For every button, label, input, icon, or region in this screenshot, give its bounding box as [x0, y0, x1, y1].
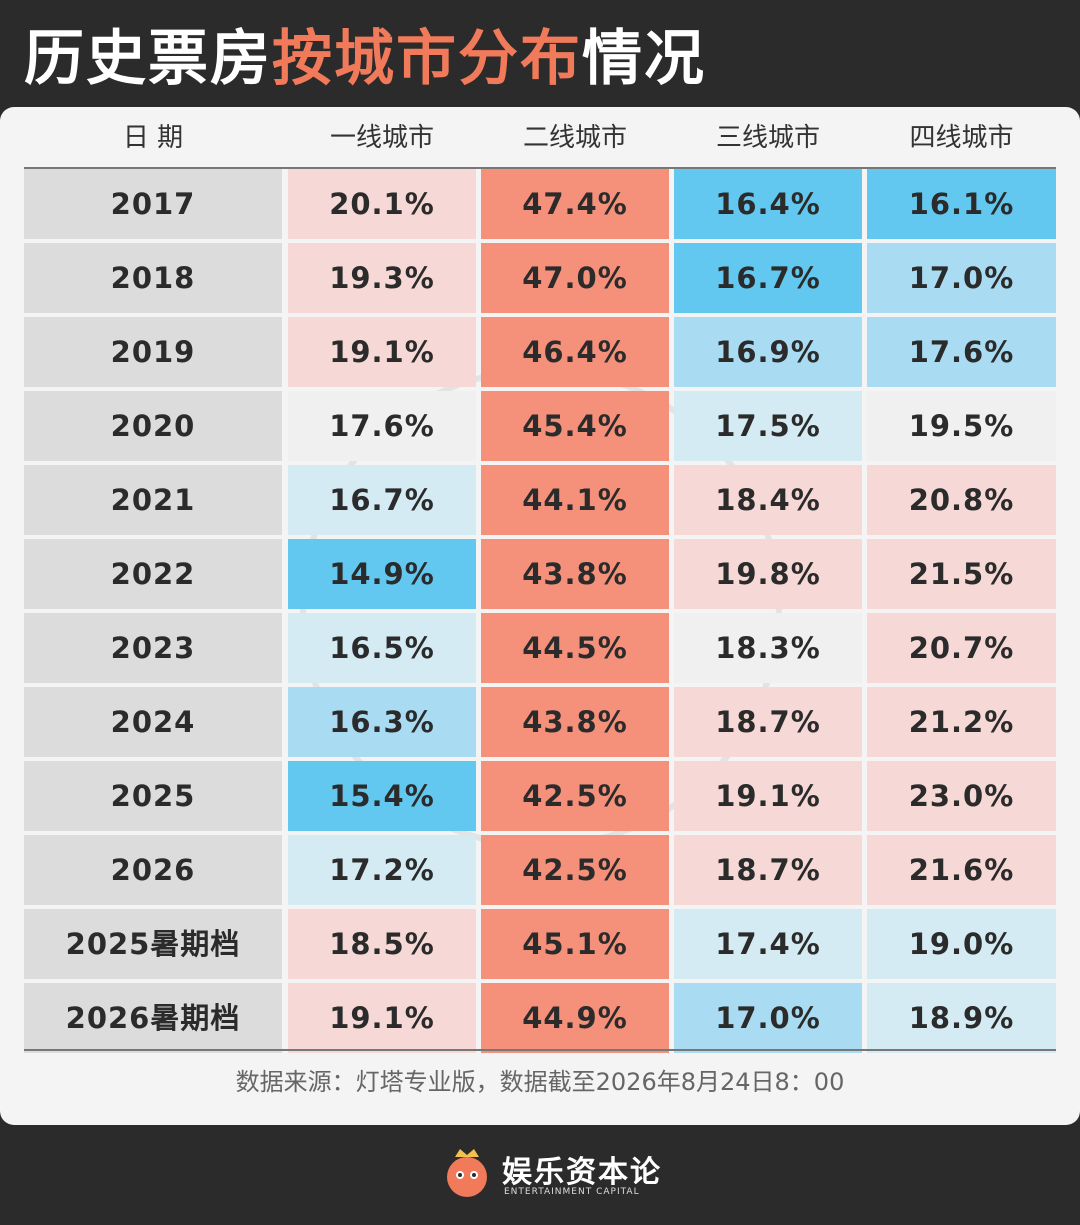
table-header: 日 期 一线城市 二线城市 三线城市 四线城市 — [24, 107, 1056, 169]
value-cell: 17.0% — [674, 983, 862, 1053]
value-cell: 17.5% — [674, 391, 862, 461]
value-cell: 18.7% — [674, 835, 862, 905]
value-cell: 16.4% — [674, 169, 862, 239]
row-label: 2018 — [24, 243, 282, 313]
value-cell: 45.1% — [481, 909, 669, 979]
column-header: 二线城市 — [522, 123, 627, 153]
column-header: 四线城市 — [909, 123, 1014, 153]
value-cell: 18.7% — [674, 687, 862, 757]
brand-name-en: ENTERTAINMENT CAPITAL — [504, 1187, 640, 1197]
value-cell: 16.5% — [288, 613, 476, 683]
value-cell: 17.4% — [674, 909, 862, 979]
value-cell: 44.5% — [481, 613, 669, 683]
value-cell: 17.6% — [867, 317, 1056, 387]
table-row: 2024 16.3% 43.8% 18.7% 21.2% — [24, 687, 1056, 757]
value-cell: 19.1% — [288, 317, 476, 387]
value-cell: 18.3% — [674, 613, 862, 683]
value-cell: 21.2% — [867, 687, 1056, 757]
value-cell: 19.1% — [288, 983, 476, 1053]
brand-mascot-icon — [447, 1149, 487, 1197]
row-label: 2022 — [24, 539, 282, 609]
value-cell: 19.3% — [288, 243, 476, 313]
value-cell: 16.7% — [674, 243, 862, 313]
value-cell: 45.4% — [481, 391, 669, 461]
value-cell: 16.7% — [288, 465, 476, 535]
brand-name: 娱乐资本论 — [502, 1155, 662, 1190]
value-cell: 44.1% — [481, 465, 669, 535]
title-part-1: 历史票房 — [24, 23, 272, 94]
value-cell: 19.1% — [674, 761, 862, 831]
value-cell: 43.8% — [481, 539, 669, 609]
value-cell: 15.4% — [288, 761, 476, 831]
value-cell: 17.2% — [288, 835, 476, 905]
value-cell: 44.9% — [481, 983, 669, 1053]
table-bottom-rule — [24, 1049, 1056, 1051]
value-cell: 21.6% — [867, 835, 1056, 905]
value-cell: 46.4% — [481, 317, 669, 387]
footer: 娱乐资本论 ENTERTAINMENT CAPITAL — [0, 1125, 1080, 1225]
value-cell: 17.6% — [288, 391, 476, 461]
value-cell: 20.8% — [867, 465, 1056, 535]
row-label: 2019 — [24, 317, 282, 387]
value-cell: 16.9% — [674, 317, 862, 387]
value-cell: 23.0% — [867, 761, 1056, 831]
table-row: 2023 16.5% 44.5% 18.3% 20.7% — [24, 613, 1056, 683]
value-cell: 16.3% — [288, 687, 476, 757]
value-cell: 17.0% — [867, 243, 1056, 313]
value-cell: 47.4% — [481, 169, 669, 239]
table-card: 日 期一线城市 二线城市 三线城市 四线城市 2017 20.1% 47.4% 16.4% 1… — [0, 107, 1080, 1125]
data-source-note: 数据来源：灯塔专业版，数据截至2026年8月24日8：00 — [235, 1068, 845, 1096]
value-cell: 18.5% — [288, 909, 476, 979]
table-row: 2026暑期档 19.1% 44.9% 17.0% 18.9% — [24, 983, 1056, 1053]
row-label: 2026暑期档 — [24, 983, 282, 1053]
table-row: 2020 17.6% 45.4% 17.5% 19.5% — [24, 391, 1056, 461]
table-row: 2017 20.1% 47.4% 16.4% 16.1% — [24, 169, 1056, 239]
row-label: 2023 — [24, 613, 282, 683]
row-label: 2020 — [24, 391, 282, 461]
row-label: 2026 — [24, 835, 282, 905]
title-part-2: 按城市分布 — [272, 23, 582, 94]
table-row: 2021 16.7% 44.1% 18.4% 20.8% — [24, 465, 1056, 535]
table-row: 2026 17.2% 42.5% 18.7% 21.6% — [24, 835, 1056, 905]
table-row: 2018 19.3% 47.0% 16.7% 17.0% — [24, 243, 1056, 313]
title-part-3: 情况 — [582, 23, 706, 94]
value-cell: 21.5% — [867, 539, 1056, 609]
column-header: 三线城市 — [715, 123, 820, 153]
page-title: 历史票房 按城市分布 情况 — [24, 10, 706, 96]
value-cell: 43.8% — [481, 687, 669, 757]
value-cell: 20.7% — [867, 613, 1056, 683]
row-label: 2025暑期档 — [24, 909, 282, 979]
value-cell: 19.0% — [867, 909, 1056, 979]
value-cell: 18.9% — [867, 983, 1056, 1053]
value-cell: 14.9% — [288, 539, 476, 609]
row-label: 2017 — [24, 169, 282, 239]
value-cell: 18.4% — [674, 465, 862, 535]
table-row: 2025暑期档 18.5% 45.1% 17.4% 19.0% — [24, 909, 1056, 979]
table-row: 2025 15.4% 42.5% 19.1% 23.0% — [24, 761, 1056, 831]
table-row: 2022 14.9% 43.8% 19.8% 21.5% — [24, 539, 1056, 609]
row-label: 2024 — [24, 687, 282, 757]
row-label: 2021 — [24, 465, 282, 535]
value-cell: 16.1% — [867, 169, 1056, 239]
row-label: 2025 — [24, 761, 282, 831]
value-cell: 42.5% — [481, 761, 669, 831]
value-cell: 20.1% — [288, 169, 476, 239]
column-header: 日 期 — [122, 123, 184, 153]
column-header: 一线城市 — [329, 123, 434, 153]
table-row: 2019 19.1% 46.4% 16.9% 17.6% — [24, 317, 1056, 387]
value-cell: 47.0% — [481, 243, 669, 313]
value-cell: 19.8% — [674, 539, 862, 609]
value-cell: 42.5% — [481, 835, 669, 905]
value-cell: 19.5% — [867, 391, 1056, 461]
